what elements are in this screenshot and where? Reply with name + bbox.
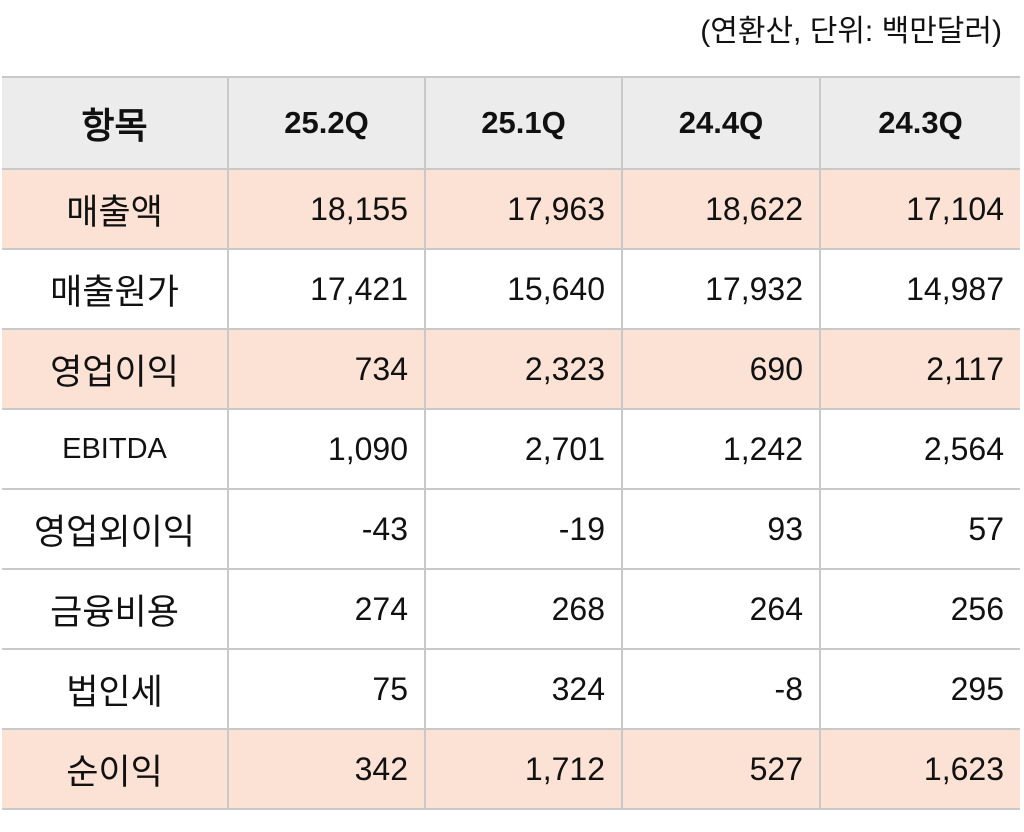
value-cell: 18,622 <box>621 168 821 250</box>
value-cell: 2,117 <box>819 328 1020 410</box>
value-cell: 18,155 <box>227 168 426 250</box>
row-label: 영업이익 <box>2 328 229 410</box>
value-cell: 17,104 <box>819 168 1020 250</box>
value-cell: 17,932 <box>621 248 821 330</box>
header-cell: 항목 <box>2 76 229 170</box>
value-cell: 268 <box>424 568 623 650</box>
table-row: 법인세 75 324 -8 295 <box>2 648 1020 730</box>
value-cell: 734 <box>227 328 426 410</box>
row-label: 순이익 <box>2 728 229 810</box>
header-cell: 25.2Q <box>228 76 426 170</box>
header-row: 항목 25.2Q 25.1Q 24.4Q 24.3Q <box>2 76 1020 170</box>
row-label: 매출액 <box>2 168 229 250</box>
value-cell: 93 <box>621 488 821 570</box>
value-cell: 1,623 <box>819 728 1020 810</box>
value-cell: 295 <box>819 648 1020 730</box>
table-row: 영업이익 734 2,323 690 2,117 <box>2 328 1020 410</box>
financial-table: 항목 25.2Q 25.1Q 24.4Q 24.3Q 매출액 18,155 17,963 18… <box>2 76 1020 810</box>
table-row: EBITDA 1,090 2,701 1,242 2,564 <box>2 408 1020 490</box>
value-cell: 1,712 <box>424 728 623 810</box>
table-row: 매출액 18,155 17,963 18,622 17,104 <box>2 168 1020 250</box>
value-cell: 256 <box>819 568 1020 650</box>
table-row: 순이익 342 1,712 527 1,623 <box>2 728 1020 810</box>
value-cell: 17,963 <box>424 168 623 250</box>
header-cell: 24.3Q <box>820 76 1020 170</box>
value-cell: -19 <box>424 488 623 570</box>
table-row: 영업외이익 -43 -19 93 57 <box>2 488 1020 570</box>
value-cell: 2,564 <box>819 408 1020 490</box>
header-cell: 24.4Q <box>622 76 821 170</box>
table-row: 매출원가 17,421 15,640 17,932 14,987 <box>2 248 1020 330</box>
value-cell: 17,421 <box>227 248 426 330</box>
value-cell: -43 <box>227 488 426 570</box>
table-body: 매출액 18,155 17,963 18,622 17,104 매출원가 17,421 15,… <box>2 168 1020 810</box>
value-cell: 264 <box>621 568 821 650</box>
value-cell: 57 <box>819 488 1020 570</box>
table-row: 금융비용 274 268 264 256 <box>2 568 1020 650</box>
value-cell: 1,242 <box>621 408 821 490</box>
value-cell: 527 <box>621 728 821 810</box>
value-cell: 2,701 <box>424 408 623 490</box>
value-cell: 2,323 <box>424 328 623 410</box>
value-cell: 15,640 <box>424 248 623 330</box>
value-cell: 75 <box>227 648 426 730</box>
table-header: 항목 25.2Q 25.1Q 24.4Q 24.3Q <box>2 76 1020 170</box>
row-label: EBITDA <box>2 408 229 490</box>
unit-note: (연환산, 단위: 백만달러) <box>700 15 1002 48</box>
header-cell: 25.1Q <box>425 76 623 170</box>
value-cell: -8 <box>621 648 821 730</box>
value-cell: 14,987 <box>819 248 1020 330</box>
row-label: 매출원가 <box>2 248 229 330</box>
value-cell: 342 <box>227 728 426 810</box>
value-cell: 274 <box>227 568 426 650</box>
value-cell: 324 <box>424 648 623 730</box>
value-cell: 1,090 <box>227 408 426 490</box>
row-label: 영업외이익 <box>2 488 229 570</box>
value-cell: 690 <box>621 328 821 410</box>
row-label: 금융비용 <box>2 568 229 650</box>
row-label: 법인세 <box>2 648 229 730</box>
